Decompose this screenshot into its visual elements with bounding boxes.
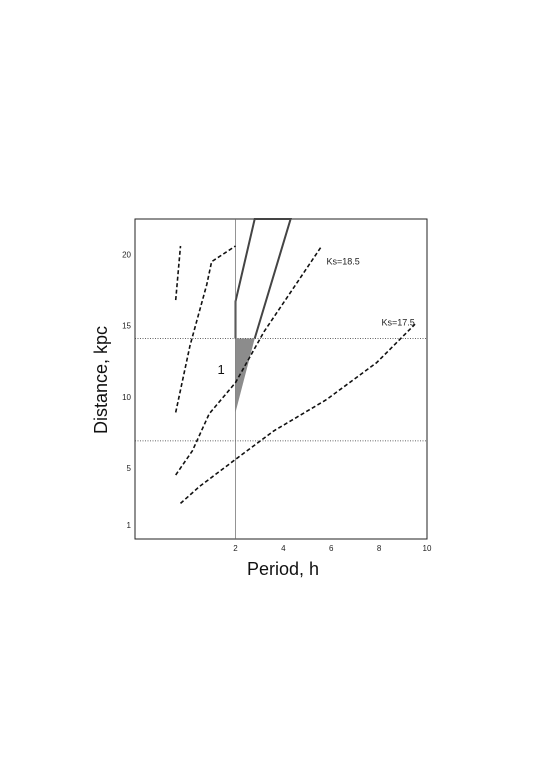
shaded-region-layer xyxy=(234,218,292,413)
reference-lines-layer xyxy=(135,219,427,539)
curve-label-1: Ks=18.5 xyxy=(326,257,359,267)
y-axis-title: Distance, kpc xyxy=(91,326,111,434)
y-tick-label-4: 15 xyxy=(122,322,131,331)
x-tick-label-1: 2 xyxy=(233,544,238,553)
y-tick-label-3: 10 xyxy=(122,393,131,402)
region-label: 1 xyxy=(218,362,225,377)
dashed-curve-2 xyxy=(174,245,236,413)
dashed-curve-1 xyxy=(174,245,182,301)
x-axis-title: Period, h xyxy=(247,559,319,579)
x-tick-label-5: 10 xyxy=(423,544,432,553)
y-tick-label-2: 5 xyxy=(127,464,132,473)
x-tick-label-4: 8 xyxy=(377,544,382,553)
x-tick-label-3: 6 xyxy=(329,544,334,553)
dashed-curves-layer xyxy=(174,245,416,504)
annotations-layer: Ks=18.5 Ks=17.5 1 xyxy=(218,257,415,378)
x-tick-label-2: 4 xyxy=(281,544,286,553)
shaded-region xyxy=(235,338,255,413)
dashed-curve-3 xyxy=(175,245,323,476)
outlined-region xyxy=(234,218,292,339)
curve-label-2: Ks=17.5 xyxy=(382,318,415,328)
y-tick-label-1: 1 xyxy=(127,521,132,530)
y-tick-label-5: 20 xyxy=(122,251,131,260)
dashed-curve-4 xyxy=(179,323,416,504)
